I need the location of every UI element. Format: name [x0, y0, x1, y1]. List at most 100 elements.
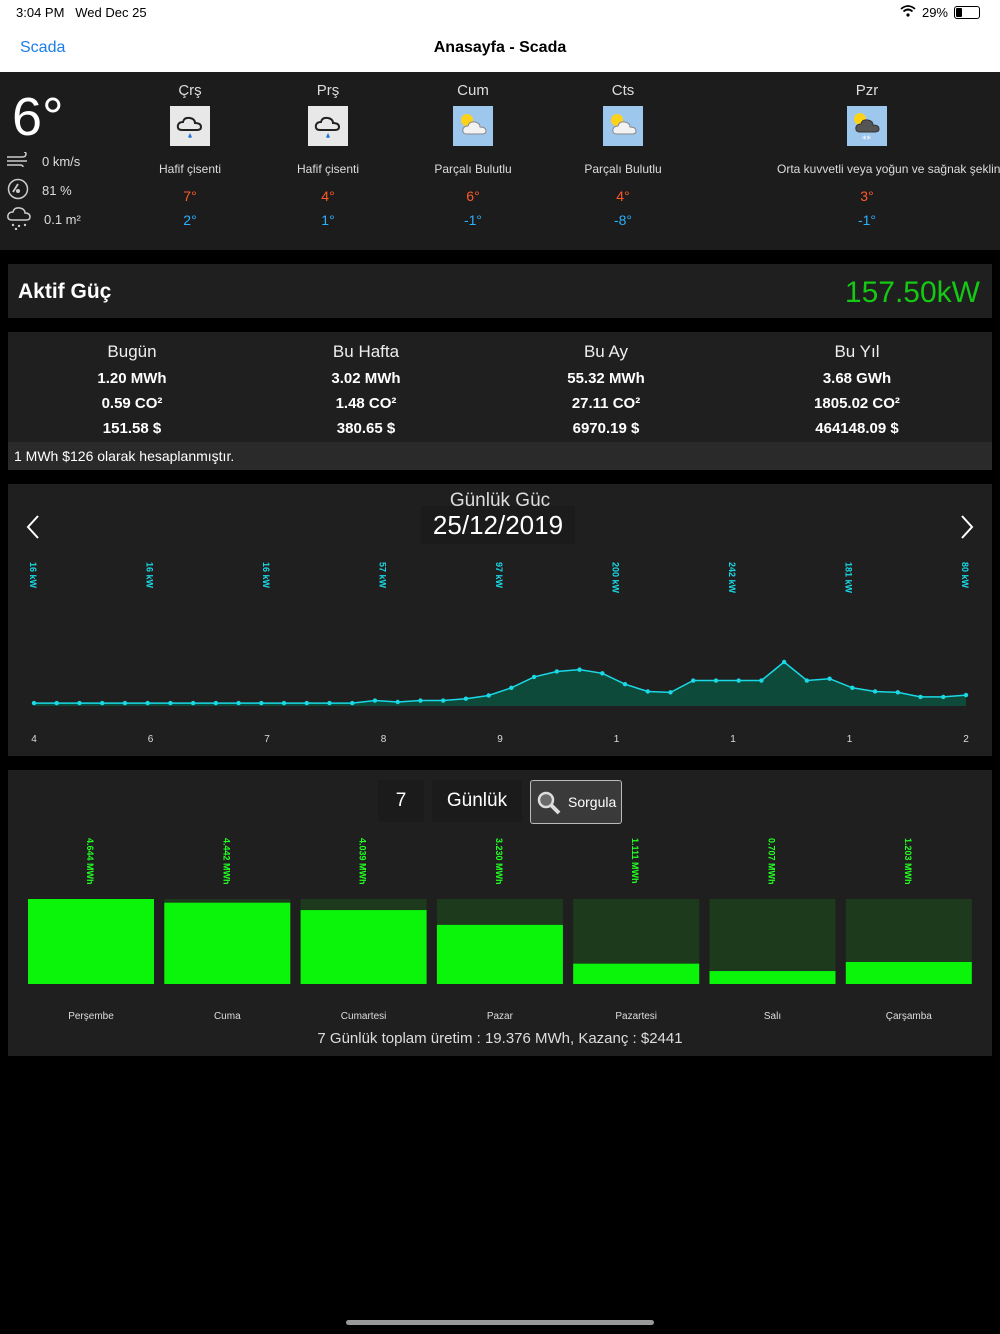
day-condition: Hafif çisenti: [158, 162, 222, 176]
forecast-day: Prş Hafif çisenti 4° 1°: [238, 82, 418, 228]
bar-category-label: Salı: [764, 1011, 781, 1022]
day-high: 3°: [860, 188, 874, 204]
day-high: 6°: [466, 188, 480, 204]
day-name: Pzr: [855, 82, 879, 99]
stat-energy: 3.02 MWh: [331, 370, 401, 387]
weather-panel: 6° 0 km/s 81 % 0.1 m² Çrş Hafif çisenti …: [0, 72, 1000, 250]
daily-data-point: [31, 700, 37, 706]
daily-x-tick-label: 1: [847, 734, 853, 745]
production-stats-panel: Bugün 1.20 MWh 0.59 CO² 151.58 $ Bu Haft…: [8, 332, 992, 470]
bar: [28, 899, 154, 984]
stat-column-week: Bu Hafta 3.02 MWh 1.48 CO² 380.65 $: [246, 342, 486, 437]
daily-data-point: [645, 689, 650, 694]
wind-icon: [6, 151, 30, 171]
rain-value: 0.1 m²: [44, 212, 81, 227]
stat-money: 380.65 $: [336, 420, 396, 437]
bar: [845, 961, 972, 984]
magnifier-icon: [536, 790, 562, 819]
status-bar: 3:04 PM Wed Dec 25 29%: [0, 0, 1000, 24]
bar-category-label: Çarşamba: [886, 1011, 933, 1022]
bar-category-label: Pazar: [487, 1011, 514, 1022]
daily-x-tick-label: 4: [31, 734, 37, 745]
bar-value-label: 3.230 MWh: [494, 838, 504, 885]
day-low: -8°: [613, 212, 633, 228]
daily-data-point: [713, 678, 719, 683]
stat-column-today: Bugün 1.20 MWh 0.59 CO² 151.58 $: [12, 342, 252, 437]
humidity-row: 81 %: [6, 178, 72, 203]
daily-data-point: [304, 700, 309, 706]
partly-cloudy-icon: [453, 106, 493, 146]
daily-data-point: [781, 659, 787, 665]
day-name: Prş: [316, 82, 340, 99]
date-picker[interactable]: 25/12/2019: [421, 506, 575, 544]
chevron-left-icon: [26, 515, 40, 544]
daily-data-point: [759, 678, 764, 683]
back-button[interactable]: Scada: [20, 39, 66, 56]
stat-co2: 1805.02 CO²: [814, 395, 900, 412]
bar: [300, 910, 427, 984]
daily-power-panel: Günlük Güç 25/12/2019 16 kW 16 kW 16 kW 57 …: [8, 484, 992, 756]
wind-speed: 0 km/s: [42, 154, 81, 169]
wind-row: 0 km/s: [6, 151, 81, 171]
daily-top-label: 16 kW: [28, 562, 38, 589]
daily-top-label: 16 kW: [261, 562, 271, 589]
day-high: 4°: [616, 188, 630, 204]
period-select[interactable]: Günlük: [432, 780, 522, 822]
day-condition: Orta kuvvetli veya yoğun ve sağnak şekli…: [777, 162, 1000, 176]
home-indicator: [346, 1320, 654, 1325]
daily-data-point: [577, 667, 582, 672]
query-button[interactable]: Sorgula: [530, 780, 622, 824]
day-low: -1°: [857, 212, 877, 228]
stat-heading: Bu Ay: [583, 342, 629, 361]
partly-cloudy-icon: [603, 106, 643, 146]
day-low: -1°: [463, 212, 483, 228]
day-name: Cts: [611, 82, 635, 99]
daily-data-point: [850, 685, 855, 691]
day-condition: Hafif çisenti: [296, 162, 360, 176]
humidity-value: 81 %: [42, 183, 72, 198]
weekly-production-panel: 7 Günlük Sorgula 4.644 MWh Perşembe 4.442 …: [8, 770, 992, 1056]
bar-value-label: 1.203 MWh: [903, 838, 913, 885]
stat-money: 151.58 $: [102, 420, 162, 437]
active-power-value: 157.50kW: [844, 276, 980, 309]
next-day-button[interactable]: [960, 514, 974, 545]
previous-day-button[interactable]: [26, 514, 40, 545]
weekly-summary: 7 Günlük toplam üretim : 19.376 MWh, Kaz…: [317, 1030, 683, 1047]
daily-data-point: [531, 674, 537, 680]
daily-data-point: [600, 671, 605, 676]
bar-category-label: Cumartesi: [341, 1011, 387, 1022]
stat-heading: Bu Yıl: [834, 342, 880, 361]
forecast-day: Cts Parçalı Bulutlu 4° -8°: [533, 82, 713, 228]
daily-x-tick-label: 7: [264, 734, 270, 745]
daily-x-tick-label: 1: [730, 734, 736, 745]
forecast-day: Cum Parçalı Bulutlu 6° -1°: [383, 82, 563, 228]
bar-category-label: Pazartesi: [615, 1011, 657, 1022]
daily-data-point: [213, 700, 219, 706]
bar-category-label: Cuma: [214, 1011, 241, 1022]
stat-energy: 3.68 GWh: [822, 370, 892, 387]
stat-money: 464148.09 $: [815, 420, 899, 437]
daily-area-fill: [34, 662, 966, 706]
daily-data-point: [463, 696, 469, 701]
daily-top-label: 181 kW: [844, 562, 854, 594]
forecast-day: Pzr ** Orta kuvvetli veya yoğun ve sağna…: [777, 82, 1000, 228]
active-power-panel: Aktif Güç 157.50kW: [8, 264, 992, 318]
rain-cloud-icon: [308, 106, 348, 146]
active-power-label: Aktif Güç: [18, 280, 112, 303]
stat-column-month: Bu Ay 55.32 MWh 27.11 CO² 6970.19 $: [486, 342, 726, 437]
stat-energy: 55.32 MWh: [567, 370, 645, 387]
wifi-icon: [900, 5, 916, 20]
daily-power-chart: 16 kW 16 kW 16 kW 57 kW 97 kW 200 kW 242 kW 181…: [28, 562, 970, 745]
daily-top-label: 57 kW: [378, 562, 388, 589]
daily-data-point: [395, 699, 400, 705]
daily-data-point: [327, 700, 332, 706]
days-input[interactable]: 7: [378, 780, 424, 822]
stat-heading: Bugün: [107, 342, 157, 361]
rain-cloud-icon: [170, 106, 210, 146]
daily-data-point: [145, 700, 150, 706]
bar-value-label: 4.039 MWh: [358, 838, 368, 885]
svg-text:**: **: [862, 135, 872, 145]
stat-co2: 1.48 CO²: [335, 395, 397, 412]
snow-cloud-icon: **: [847, 106, 887, 146]
status-time: 3:04 PM Wed Dec 25: [16, 5, 147, 20]
